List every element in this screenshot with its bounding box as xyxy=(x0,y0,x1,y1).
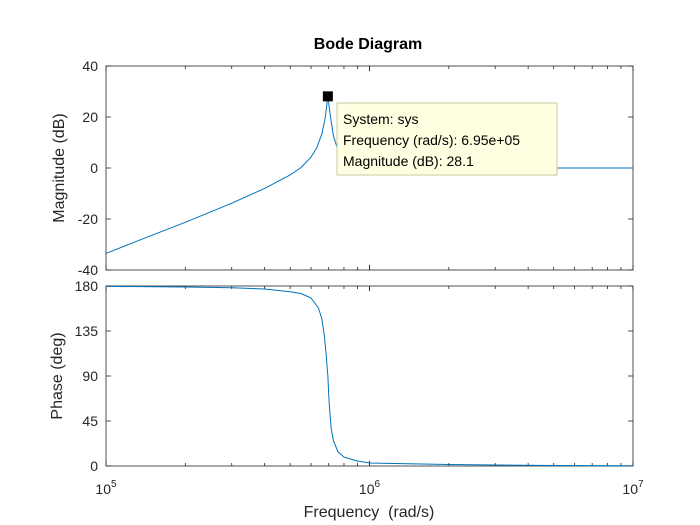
phase-ytick-label: 90 xyxy=(82,368,98,384)
x-tick-label: 105 xyxy=(95,479,117,497)
data-tip[interactable]: System: sys Frequency (rad/s): 6.95e+05 … xyxy=(336,102,558,176)
magnitude-axis-title: Magnitude (dB) xyxy=(51,113,68,222)
magnitude-ytick-label: 40 xyxy=(82,58,98,74)
data-tip-frequency: Frequency (rad/s): 6.95e+05 xyxy=(343,132,520,148)
data-tip-magnitude: Magnitude (dB): 28.1 xyxy=(343,153,474,169)
data-tip-system: System: sys xyxy=(343,111,418,127)
magnitude-ytick-label: -20 xyxy=(78,211,98,227)
chart-title: Bode Diagram xyxy=(314,36,422,53)
magnitude-ytick-label: 0 xyxy=(90,160,98,176)
x-axis-title: Frequency (rad/s) xyxy=(304,504,435,521)
magnitude-ytick-label: 20 xyxy=(82,109,98,125)
data-tip-marker xyxy=(322,91,333,102)
phase-ytick-label: 180 xyxy=(75,278,99,294)
phase-ytick-label: 135 xyxy=(75,323,99,339)
x-tick-label: 106 xyxy=(359,479,381,497)
phase-ytick-label: 0 xyxy=(90,458,98,474)
phase-series-line xyxy=(105,285,634,467)
data-tip-box xyxy=(336,102,558,176)
x-tick-label: 107 xyxy=(622,479,644,497)
phase-ytick-label: 45 xyxy=(82,413,98,429)
magnitude-ytick-label: -40 xyxy=(78,262,98,278)
phase-axis-title: Phase (deg) xyxy=(49,332,66,419)
phase-plot-area xyxy=(105,285,634,467)
